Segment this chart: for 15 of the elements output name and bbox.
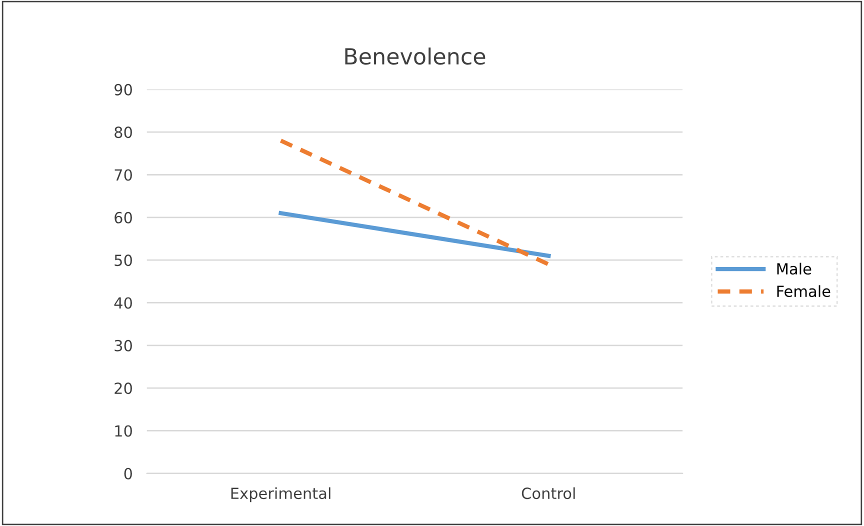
y-tick-label: 90 [114, 84, 132, 96]
y-tick-label: 70 [114, 169, 132, 181]
y-tick-label: 20 [114, 382, 132, 394]
x-tick-label: Control [522, 487, 575, 500]
y-tick-label: 0 [124, 468, 132, 480]
y-tick-label: 50 [114, 254, 132, 266]
y-tick-label: 60 [114, 212, 132, 224]
chart-title: Benevolence [345, 48, 486, 65]
y-tick-label: 80 [114, 126, 132, 138]
legend-label: Male [777, 262, 812, 275]
x-tick-label: Experimental [231, 487, 330, 502]
y-tick-label: 10 [115, 425, 132, 437]
y-tick-label: 30 [114, 340, 132, 352]
legend-label: Female [777, 285, 830, 298]
y-tick-label: 40 [114, 297, 132, 309]
